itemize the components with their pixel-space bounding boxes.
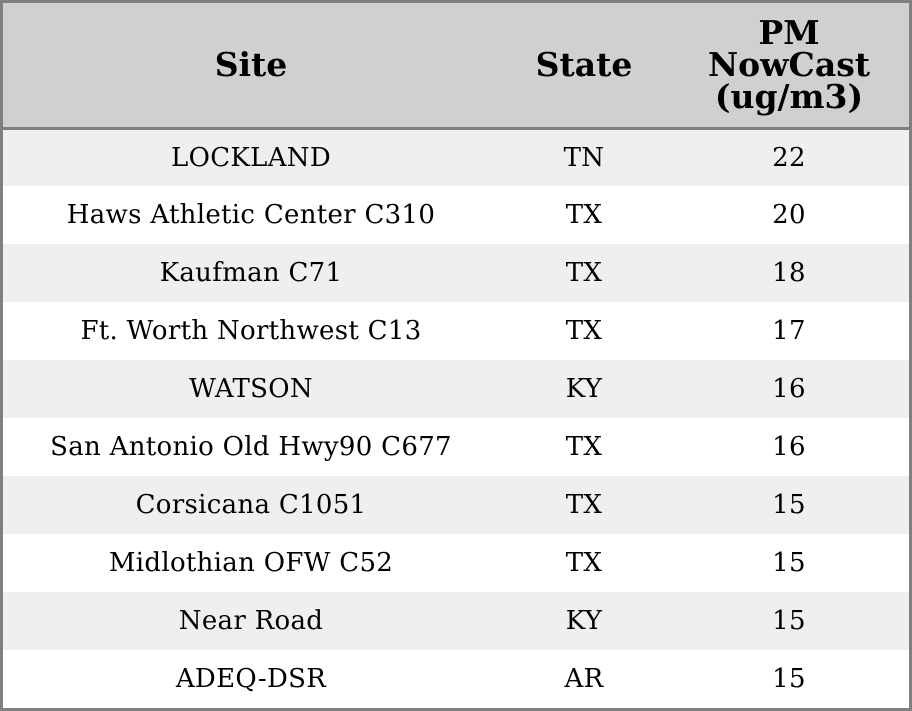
header-row: Site State PM NowCast (ug/m3) bbox=[3, 3, 909, 130]
cell-site: Kaufman C71 bbox=[159, 258, 343, 288]
cell-pm: 18 bbox=[772, 258, 806, 288]
cell-state: TX bbox=[565, 490, 603, 520]
cell-site: WATSON bbox=[189, 374, 313, 404]
table-header: Site State PM NowCast (ug/m3) bbox=[3, 3, 909, 130]
cell-state: TX bbox=[565, 548, 603, 578]
cell-site: Near Road bbox=[178, 606, 324, 636]
cell-state: TX bbox=[565, 258, 603, 288]
header-pm-line1: PM bbox=[758, 12, 820, 52]
table-row: WATSON KY 16 bbox=[3, 360, 909, 418]
cell-pm: 15 bbox=[772, 664, 806, 694]
table-row: San Antonio Old Hwy90 C677 TX 16 bbox=[3, 418, 909, 476]
cell-pm: 16 bbox=[772, 374, 806, 404]
cell-state: TN bbox=[563, 142, 605, 173]
table-row: Midlothian OFW C52 TX 15 bbox=[3, 534, 909, 592]
table-row: Kaufman C71 TX 18 bbox=[3, 244, 909, 302]
cell-pm: 15 bbox=[772, 548, 806, 578]
cell-state: TX bbox=[565, 432, 603, 462]
cell-site: San Antonio Old Hwy90 C677 bbox=[50, 432, 452, 462]
cell-site: Midlothian OFW C52 bbox=[108, 548, 394, 578]
header-pm-line3: (ug/m3) bbox=[714, 76, 864, 116]
cell-pm: 17 bbox=[772, 316, 806, 346]
table-row: Ft. Worth Northwest C13 TX 17 bbox=[3, 302, 909, 360]
header-pm-nowcast: PM NowCast (ug/m3) bbox=[669, 3, 909, 130]
table-body: LOCKLAND TN 22 Haws Athletic Center C310… bbox=[3, 128, 909, 708]
cell-state: KY bbox=[565, 606, 603, 636]
cell-state: AR bbox=[564, 664, 604, 694]
cell-pm: 16 bbox=[772, 432, 806, 462]
header-site: Site bbox=[3, 3, 499, 130]
cell-site: LOCKLAND bbox=[171, 142, 331, 173]
header-pm-line2: NowCast bbox=[707, 44, 871, 84]
cell-site: ADEQ-DSR bbox=[175, 664, 327, 694]
cell-pm: 15 bbox=[772, 606, 806, 636]
cell-state: TX bbox=[565, 200, 603, 230]
cell-pm: 15 bbox=[772, 490, 806, 520]
cell-site: Corsicana C1051 bbox=[135, 490, 367, 520]
cell-state: KY bbox=[565, 374, 603, 404]
header-state: State bbox=[499, 3, 669, 130]
table-row: ADEQ-DSR AR 15 bbox=[3, 650, 909, 708]
pm-nowcast-table: Site State PM NowCast (ug/m3) LOCKLAND T… bbox=[3, 3, 909, 708]
table-row: LOCKLAND TN 22 bbox=[3, 128, 909, 186]
cell-pm: 20 bbox=[772, 200, 806, 230]
cell-state: TX bbox=[565, 316, 603, 346]
cell-site: Haws Athletic Center C310 bbox=[66, 200, 436, 230]
table-row: Corsicana C1051 TX 15 bbox=[3, 476, 909, 534]
table-row: Haws Athletic Center C310 TX 20 bbox=[3, 186, 909, 244]
table-row: Near Road KY 15 bbox=[3, 592, 909, 650]
cell-site: Ft. Worth Northwest C13 bbox=[80, 316, 422, 346]
cell-pm: 22 bbox=[772, 142, 806, 173]
